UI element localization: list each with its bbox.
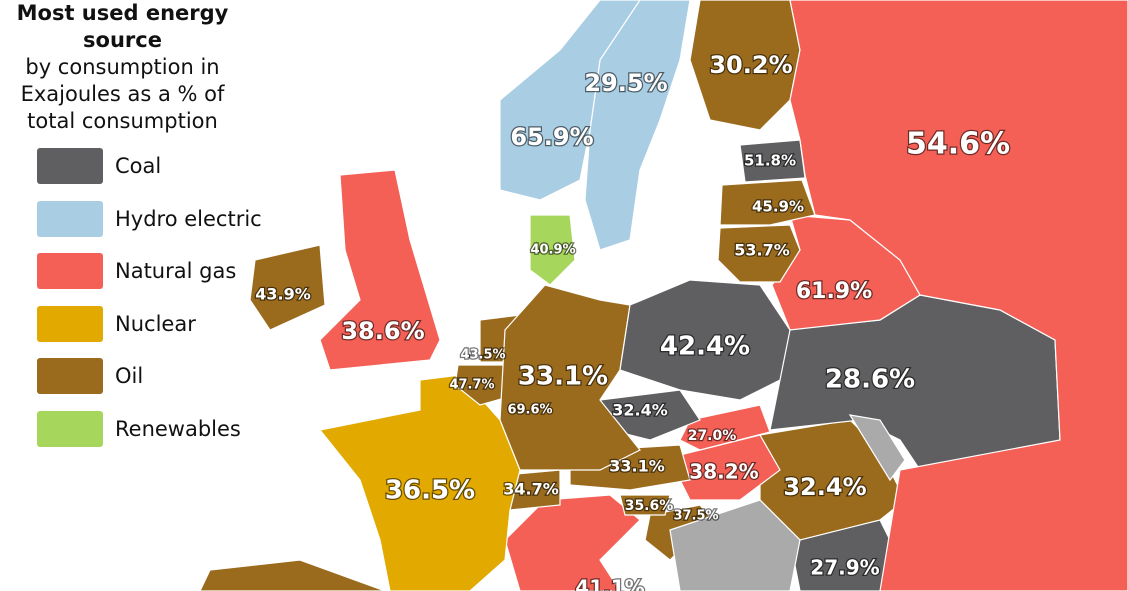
legend-label: Coal: [115, 154, 162, 178]
legend-item: Natural gas: [37, 253, 237, 290]
country: [504, 494, 641, 591]
country-value-label: 33.1%: [609, 457, 665, 476]
country-value-label: 38.6%: [341, 317, 424, 345]
legend-swatch: [37, 253, 103, 290]
country-value-label: 36.5%: [385, 476, 475, 506]
country-value-label: 34.7%: [503, 480, 559, 499]
legend-swatch: [37, 148, 103, 184]
legend-label: Hydro electric: [115, 206, 262, 231]
legend-item: Oil: [37, 358, 144, 395]
legend-swatch: [37, 411, 103, 447]
country-value-label: 28.6%: [825, 365, 915, 395]
country: [739, 139, 806, 183]
country-value-label: 37.5%: [673, 509, 718, 524]
country-value-label: 47.7%: [449, 378, 494, 393]
spain: [199, 559, 386, 591]
country-value-label: 43.9%: [255, 285, 311, 304]
legend-swatch: [37, 358, 103, 395]
legend-label: Oil: [115, 364, 144, 389]
country: [717, 224, 801, 283]
country-value-label: 43.5%: [460, 348, 505, 363]
legend-item: Nuclear: [37, 305, 196, 342]
country: [499, 0, 641, 201]
country: [319, 169, 441, 371]
country: [249, 244, 326, 331]
title: Most used energy source: [16, 1, 229, 52]
country: [789, 0, 1128, 591]
legend-item: Hydro electric: [37, 200, 262, 237]
country-value-label: 41.1%: [575, 576, 644, 591]
country-value-label: 54.6%: [906, 127, 1010, 162]
country: [619, 494, 671, 516]
label-layer: 65.9% 29.5% 30.2% 54.6% 51.8% 45.9% 53.7% 61.9%…: [254, 50, 1011, 591]
country-value-label: 69.6%: [507, 403, 552, 418]
country-value-label: 38.2%: [689, 460, 758, 484]
country-value-label: 61.9%: [796, 279, 872, 304]
legend-item: Coal: [37, 148, 161, 184]
country-value-label: 53.7%: [734, 241, 790, 260]
country: [619, 279, 791, 401]
country-value-label: 45.9%: [752, 198, 804, 216]
country: [679, 404, 771, 451]
moldova: [848, 414, 906, 482]
country-value-label: 35.6%: [625, 498, 674, 514]
country-value-label: 33.1%: [518, 362, 608, 392]
country: [454, 364, 516, 406]
country-value-label: 27.9%: [810, 556, 879, 580]
country-value-label: 51.8%: [744, 152, 796, 170]
country-value-label: 27.0%: [688, 428, 737, 444]
country-value-label: 29.5%: [584, 69, 667, 97]
country-value-label: 32.4%: [612, 401, 668, 420]
country-value-label: 32.4%: [783, 473, 866, 501]
legend-swatch: [37, 200, 103, 237]
country-value-label: 30.2%: [709, 51, 792, 79]
legend-swatch: [37, 305, 103, 342]
country-value-label: 40.9%: [530, 243, 575, 258]
country-value-label: 65.9%: [510, 123, 593, 151]
balkans: [669, 499, 801, 591]
legend-label: Renewables: [115, 417, 241, 441]
legend-label: Nuclear: [115, 311, 196, 336]
subtitle: by consumption in Exajoules as a % of to…: [20, 55, 225, 133]
country: [529, 214, 576, 286]
country-value-label: 42.4%: [660, 332, 750, 362]
legend-item: Renewables: [37, 411, 241, 447]
legend-label: Natural gas: [115, 259, 237, 284]
country: [499, 284, 641, 471]
legend: Most used energy source by consumption i…: [0, 0, 245, 135]
country: [719, 179, 816, 226]
